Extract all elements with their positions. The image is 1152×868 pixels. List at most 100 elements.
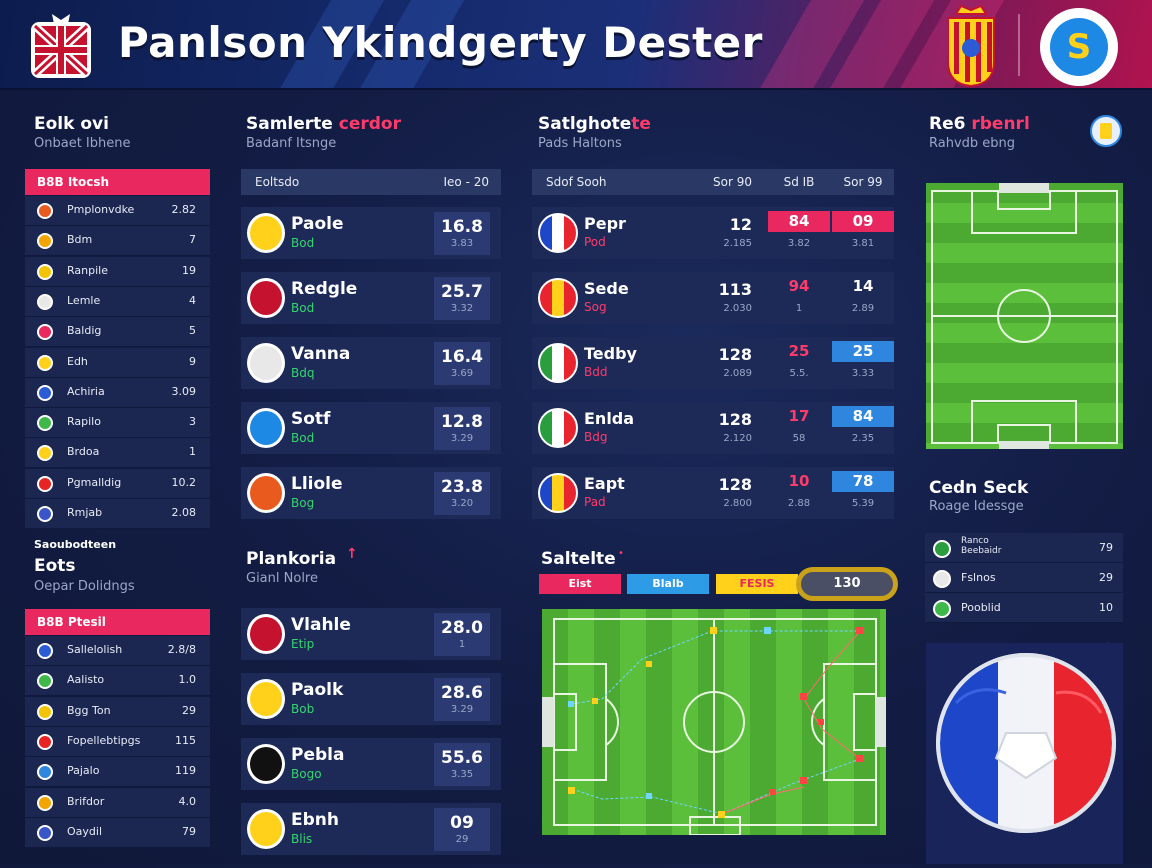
match-row[interactable]: Tedby Bdd 128 2.089 25 5.5. 25 3.33: [532, 337, 894, 389]
country-flag-icon: [538, 278, 578, 318]
match-col2-sub: 1: [795, 303, 803, 314]
team-sub: Bdq: [291, 366, 315, 380]
right-panel-title-main: Re6: [929, 114, 966, 134]
team-badge-icon: S: [1050, 18, 1108, 76]
country-flag-icon: [538, 473, 578, 513]
team-card[interactable]: Redgle Bod 25.7 3.32: [241, 272, 501, 324]
team-small-value: 3.35: [450, 769, 474, 780]
list-item[interactable]: Fopellebtipgs 115: [25, 726, 210, 757]
list-item[interactable]: Bgg Ton 29: [25, 696, 210, 727]
right-card-title: Cedn Seck: [929, 478, 1029, 498]
tactics-pitch[interactable]: [542, 609, 886, 836]
satellite-tab[interactable]: FESIS: [716, 574, 798, 594]
team-ball-card: [926, 643, 1123, 864]
list-item-name: Achiria: [67, 384, 105, 398]
team-crest-icon: [247, 744, 285, 784]
match-row[interactable]: Pepr Pod 12 2.185 84 3.82 09 3.81: [532, 207, 894, 259]
side-item-name: Fslnos: [961, 571, 996, 584]
side-item-value: 79: [1099, 541, 1113, 554]
left-panel2-subtitle: Oepar Dolidngs: [34, 579, 135, 594]
match-team-name: Sede: [584, 279, 629, 298]
standings-header: Eoltsdo Ieo - 20: [241, 169, 501, 195]
team-card[interactable]: Pebla Bogo 55.6 3.35: [241, 738, 501, 790]
team-card[interactable]: Vlahle Etip 28.0 1: [241, 608, 501, 660]
stat-box: [434, 212, 490, 255]
side-item-value: 10: [1099, 601, 1113, 614]
settings-badge-icon[interactable]: [1090, 115, 1122, 147]
team-flag-icon: [37, 506, 53, 522]
team-flag-icon: [37, 733, 53, 750]
list-item-name: Fopellebtipgs: [67, 733, 141, 747]
list-item[interactable]: Brdoa 1: [25, 438, 210, 469]
satellite-tab[interactable]: Blalb: [627, 574, 709, 594]
list-item-name: Edh: [67, 354, 88, 368]
list-item[interactable]: Pgmalldig 10.2: [25, 468, 210, 499]
list-item-value: 5: [189, 324, 196, 338]
list-item[interactable]: Aalisto 1.0: [25, 666, 210, 697]
players-title: Plankoria: [246, 549, 337, 569]
side-list-item[interactable]: Pooblid 10: [925, 593, 1123, 623]
stat-box: [434, 407, 490, 450]
team-flag-icon: [37, 384, 53, 401]
left-panel2-kicker: Saoubodteen: [34, 538, 117, 551]
list-item[interactable]: Pajalo 119: [25, 757, 210, 788]
match-team-name: Pepr: [584, 214, 626, 233]
team-flag-icon: [933, 540, 951, 558]
match-col3-sub: 5.39: [851, 498, 875, 509]
team-crest-icon: [247, 614, 285, 654]
team-name: Ebnh: [291, 810, 339, 830]
list-item-name: Brifdor: [67, 794, 105, 808]
list-item[interactable]: Ranpile 19: [25, 256, 210, 287]
match-row[interactable]: Sede Sog 113 2.030 94 1 14 2.89: [532, 272, 894, 324]
satellite-title: Saltelte: [541, 549, 616, 569]
stat-box: [434, 613, 490, 656]
stat-box: [434, 342, 490, 385]
list-item[interactable]: Bdm 7: [25, 226, 210, 257]
side-item-value: 29: [1099, 571, 1113, 584]
team-flag-icon: [933, 570, 951, 588]
team-name: Vanna: [291, 344, 351, 364]
team-card[interactable]: Vanna Bdq 16.4 3.69: [241, 337, 501, 389]
list-item-value: 9: [189, 354, 196, 368]
standings-subtitle: Badanf Itsnge: [246, 136, 337, 151]
list-item-name: Bdm: [67, 233, 93, 247]
match-col1: 113: [718, 280, 752, 299]
matches-subtitle: Pads Haltons: [538, 136, 622, 151]
list-item[interactable]: Edh 9: [25, 347, 210, 378]
match-col2-sub: 2.88: [787, 498, 811, 509]
list-item[interactable]: Rapilo 3: [25, 408, 210, 439]
list-item-value: 3.09: [171, 384, 197, 398]
match-team-sub: Bdg: [584, 430, 608, 444]
team-card[interactable]: Ebnh Blis 09 29: [241, 803, 501, 855]
list-item-value: 79: [182, 824, 196, 838]
list-item[interactable]: Pmplonvdke 2.82: [25, 196, 210, 226]
team-card[interactable]: Sotf Bod 12.8 3.29: [241, 402, 501, 454]
list-item[interactable]: Achiria 3.09: [25, 377, 210, 408]
match-team-sub: Pod: [584, 235, 606, 249]
list-item[interactable]: Baldig 5: [25, 317, 210, 348]
list-item-name: Rmjab: [67, 506, 103, 519]
standings-title-main: Samlerte: [246, 114, 333, 134]
formation-pitch[interactable]: [926, 183, 1123, 449]
team-card[interactable]: Paolk Bob 28.6 3.29: [241, 673, 501, 725]
list-item[interactable]: Brifdor 4.0: [25, 787, 210, 818]
list-item[interactable]: Rmjab 2.08: [25, 499, 210, 529]
team-sub: Bod: [291, 236, 315, 250]
list-item[interactable]: Oaydil 79: [25, 817, 210, 848]
side-list-item[interactable]: Fslnos 29: [925, 563, 1123, 593]
list-item[interactable]: Lemle 4: [25, 286, 210, 317]
list-item-value: 7: [189, 233, 196, 247]
satellite-tab[interactable]: Eist: [539, 574, 621, 594]
profile-badge-button[interactable]: S: [1040, 8, 1118, 86]
match-row[interactable]: Enlda Bdg 128 2.120 17 58 84 2.35: [532, 402, 894, 454]
match-col3: 14: [852, 277, 874, 295]
match-row[interactable]: Eapt Pad 128 2.800 10 2.88 78 5.39: [532, 467, 894, 519]
country-flag-icon: [538, 213, 578, 253]
list-item-name: Pgmalldig: [67, 475, 122, 489]
list-item[interactable]: Sallelolish 2.8/8: [25, 636, 210, 666]
score-pill[interactable]: 130: [796, 567, 898, 601]
side-list-item[interactable]: Ranco Beebaidr 79: [925, 533, 1123, 563]
team-card[interactable]: Lliole Bog 23.8 3.20: [241, 467, 501, 519]
team-card[interactable]: Paole Bod 16.8 3.83: [241, 207, 501, 259]
team-value: 28.0: [441, 618, 483, 638]
